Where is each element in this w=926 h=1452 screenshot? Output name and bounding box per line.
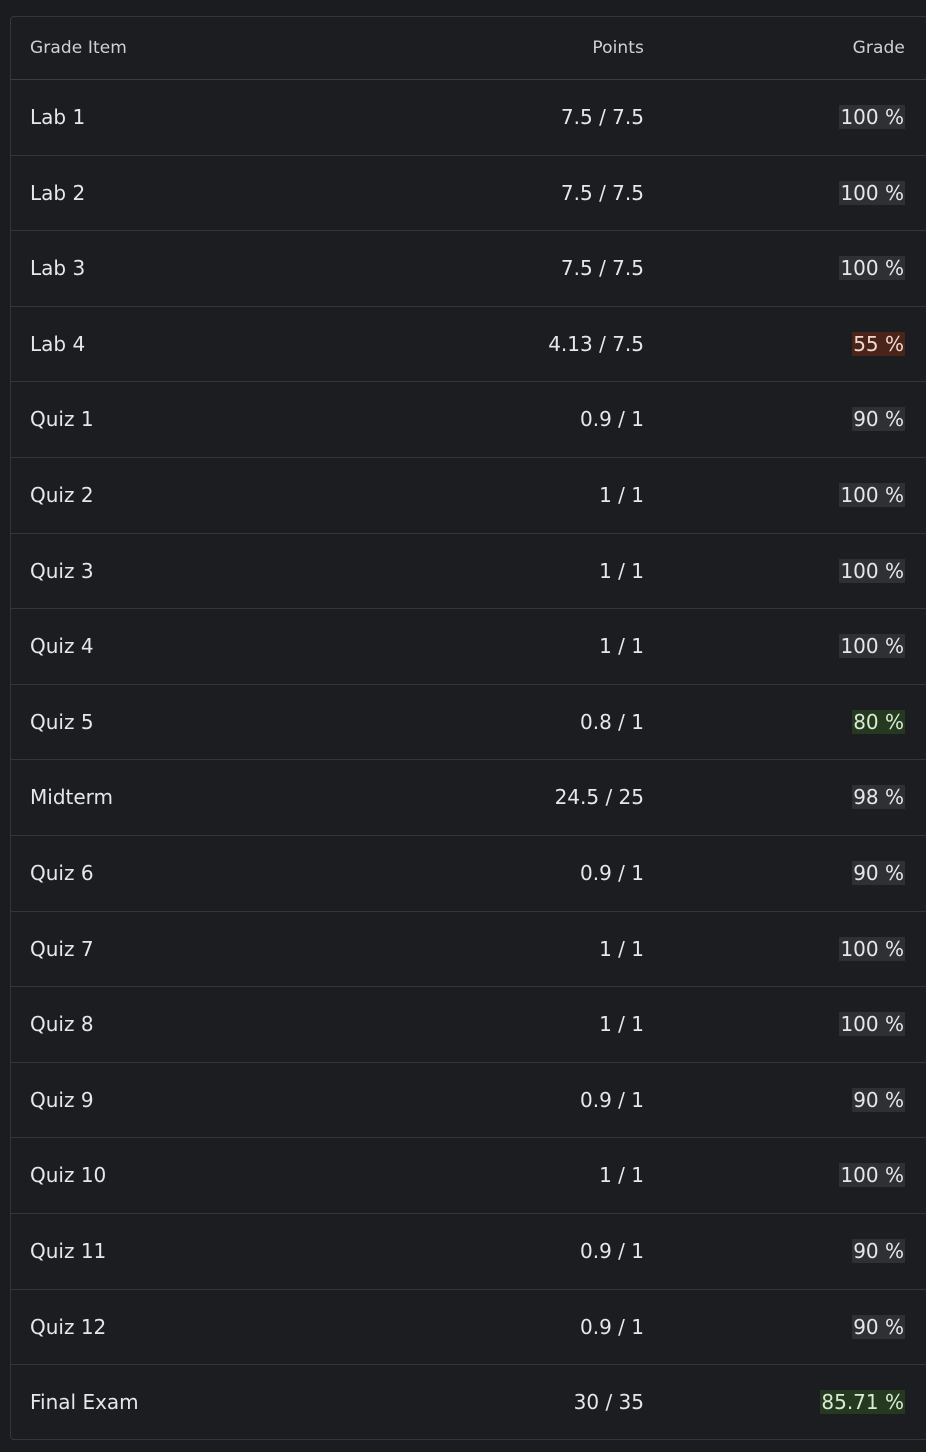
- grade-cell: 100 %: [839, 912, 905, 986]
- grade-percent-badge: 90 %: [852, 407, 905, 432]
- grade-item-name: Quiz 4: [30, 634, 94, 659]
- header-grade: Grade: [852, 38, 905, 58]
- table-row: Quiz 6 0.9 / 1 90 %: [11, 836, 926, 912]
- table-header: Grade Item Points Grade: [11, 17, 926, 80]
- grade-points: 4.13 / 7.5: [548, 331, 644, 356]
- table-body: Lab 1 7.5 / 7.5 100 % Lab 2 7.5 / 7.5 100 % La…: [11, 80, 926, 1441]
- grade-item-name: Quiz 12: [30, 1314, 107, 1339]
- grade-points: 0.9 / 1: [580, 1087, 644, 1112]
- table-row: Quiz 2 1 / 1 100 %: [11, 458, 926, 534]
- table-row: Quiz 9 0.9 / 1 90 %: [11, 1063, 926, 1139]
- grade-item-name: Quiz 11: [30, 1238, 107, 1263]
- table-row: Midterm 24.5 / 25 98 %: [11, 760, 926, 836]
- table-row: Quiz 4 1 / 1 100 %: [11, 609, 926, 685]
- grade-cell: 98 %: [852, 760, 905, 834]
- grade-percent-badge: 55 %: [852, 331, 905, 356]
- grade-cell: 55 %: [852, 307, 905, 381]
- grade-points: 1 / 1: [599, 482, 644, 507]
- grade-percent-badge: 100 %: [839, 936, 905, 961]
- grade-points: 24.5 / 25: [554, 785, 644, 810]
- grade-cell: 100 %: [839, 156, 905, 230]
- grade-cell: 90 %: [852, 1214, 905, 1288]
- grade-item-name: Lab 1: [30, 105, 86, 129]
- grade-percent-badge: 90 %: [852, 1087, 905, 1112]
- grade-percent-badge: 80 %: [852, 709, 905, 734]
- grade-points: 1 / 1: [599, 558, 644, 583]
- grade-item-name: Quiz 8: [30, 1012, 94, 1037]
- grade-points: 0.9 / 1: [580, 860, 644, 885]
- grade-points: 1 / 1: [599, 1163, 644, 1188]
- grade-cell: 100 %: [839, 231, 905, 305]
- header-points: Points: [592, 38, 644, 58]
- table-row: Lab 3 7.5 / 7.5 100 %: [11, 231, 926, 307]
- grade-points: 1 / 1: [599, 936, 644, 961]
- grade-item-name: Quiz 9: [30, 1087, 94, 1112]
- grade-points: 0.9 / 1: [580, 1238, 644, 1263]
- grade-cell: 90 %: [852, 836, 905, 910]
- grade-cell: 90 %: [852, 1290, 905, 1364]
- grade-points: 7.5 / 7.5: [560, 105, 644, 129]
- grade-points: 30 / 35: [573, 1390, 644, 1415]
- grade-item-name: Final Exam: [30, 1390, 139, 1415]
- header-grade-item: Grade Item: [30, 38, 127, 58]
- table-row: Quiz 8 1 / 1 100 %: [11, 987, 926, 1063]
- table-row: Quiz 7 1 / 1 100 %: [11, 912, 926, 988]
- grade-cell: 90 %: [852, 1063, 905, 1137]
- grade-item-name: Midterm: [30, 785, 114, 810]
- grade-percent-badge: 98 %: [852, 785, 905, 810]
- grade-cell: 100 %: [839, 987, 905, 1061]
- grade-cell: 100 %: [839, 534, 905, 608]
- grade-item-name: Lab 4: [30, 331, 86, 356]
- grade-points: 1 / 1: [599, 634, 644, 659]
- grade-points: 0.9 / 1: [580, 407, 644, 432]
- grade-cell: 85.71 %: [820, 1365, 905, 1439]
- grade-points: 1 / 1: [599, 1012, 644, 1037]
- grade-cell: 100 %: [839, 609, 905, 683]
- grade-percent-badge: 100 %: [839, 1163, 905, 1188]
- table-row: Quiz 5 0.8 / 1 80 %: [11, 685, 926, 761]
- table-row: Lab 1 7.5 / 7.5 100 %: [11, 80, 926, 156]
- grade-percent-badge: 100 %: [839, 256, 905, 281]
- grade-points: 0.9 / 1: [580, 1314, 644, 1339]
- grade-item-name: Lab 3: [30, 256, 86, 281]
- table-row: Final Exam 30 / 35 85.71 %: [11, 1365, 926, 1441]
- grade-points: 7.5 / 7.5: [560, 180, 644, 205]
- grade-points: 0.8 / 1: [580, 709, 644, 734]
- grade-percent-badge: 85.71 %: [820, 1390, 905, 1415]
- grade-percent-badge: 100 %: [839, 634, 905, 659]
- grade-percent-badge: 90 %: [852, 860, 905, 885]
- grade-cell: 90 %: [852, 382, 905, 456]
- table-row: Quiz 11 0.9 / 1 90 %: [11, 1214, 926, 1290]
- grade-percent-badge: 100 %: [839, 1012, 905, 1037]
- grade-item-name: Quiz 2: [30, 482, 94, 507]
- grade-item-name: Quiz 5: [30, 709, 94, 734]
- grade-points: 7.5 / 7.5: [560, 256, 644, 281]
- grade-item-name: Quiz 7: [30, 936, 94, 961]
- grade-item-name: Quiz 3: [30, 558, 94, 583]
- grade-cell: 100 %: [839, 80, 905, 154]
- grade-percent-badge: 90 %: [852, 1238, 905, 1263]
- grade-item-name: Quiz 1: [30, 407, 94, 432]
- grade-cell: 80 %: [852, 685, 905, 759]
- grade-item-name: Quiz 10: [30, 1163, 107, 1188]
- grade-item-name: Quiz 6: [30, 860, 94, 885]
- grade-percent-badge: 100 %: [839, 180, 905, 205]
- grade-cell: 100 %: [839, 458, 905, 532]
- table-row: Quiz 10 1 / 1 100 %: [11, 1138, 926, 1214]
- grade-item-name: Lab 2: [30, 180, 86, 205]
- table-row: Lab 2 7.5 / 7.5 100 %: [11, 156, 926, 232]
- grade-percent-badge: 90 %: [852, 1314, 905, 1339]
- grade-cell: 100 %: [839, 1138, 905, 1212]
- grade-percent-badge: 100 %: [839, 558, 905, 583]
- grades-table: Grade Item Points Grade Lab 1 7.5 / 7.5 10…: [10, 16, 926, 1440]
- table-row: Quiz 3 1 / 1 100 %: [11, 534, 926, 610]
- grade-percent-badge: 100 %: [839, 105, 905, 129]
- table-row: Quiz 1 0.9 / 1 90 %: [11, 382, 926, 458]
- table-row: Quiz 12 0.9 / 1 90 %: [11, 1290, 926, 1366]
- grade-percent-badge: 100 %: [839, 482, 905, 507]
- table-row: Lab 4 4.13 / 7.5 55 %: [11, 307, 926, 383]
